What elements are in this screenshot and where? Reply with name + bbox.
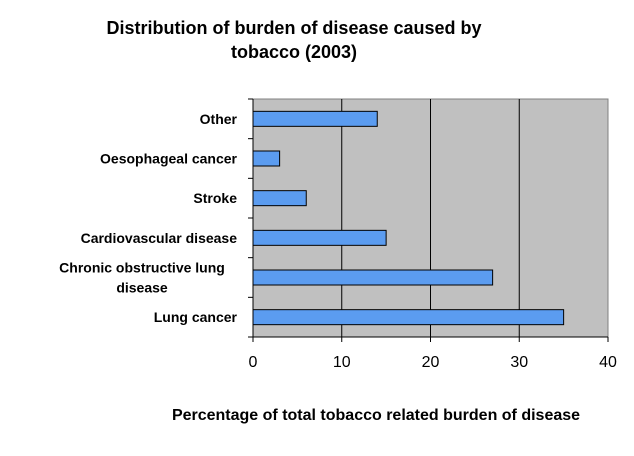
bar	[252, 269, 494, 286]
x-tick-label: 30	[510, 354, 528, 371]
x-tick-label: 20	[422, 354, 440, 371]
bar	[252, 229, 387, 246]
bar	[252, 150, 281, 167]
category-label: Cardiovascular disease	[81, 230, 238, 246]
x-tick-label: 40	[599, 354, 617, 371]
category-label: Lung cancer	[154, 309, 238, 325]
category-label: Oesophageal cancer	[100, 151, 238, 167]
chart-title-line-1: Distribution of burden of disease caused…	[106, 18, 481, 38]
bar	[252, 190, 307, 207]
chart-title-line-2: tobacco (2003)	[231, 42, 357, 62]
x-tick-label: 0	[249, 354, 258, 371]
x-tick-labels: 0 10 20 30 40	[249, 354, 617, 371]
bars	[252, 110, 565, 326]
bar	[252, 110, 378, 127]
x-tick-label: 10	[333, 354, 351, 371]
category-label: Other	[200, 111, 238, 127]
category-labels: Other Oesophageal cancer Stroke Cardiovascu…	[59, 111, 237, 325]
bar	[252, 309, 565, 326]
x-axis-label: Percentage of total tobacco related burd…	[172, 407, 580, 424]
category-label: Stroke	[193, 190, 237, 206]
category-label: Chronic obstructive lung disease	[59, 260, 225, 296]
axes	[248, 98, 609, 342]
grid-lines	[341, 99, 520, 337]
